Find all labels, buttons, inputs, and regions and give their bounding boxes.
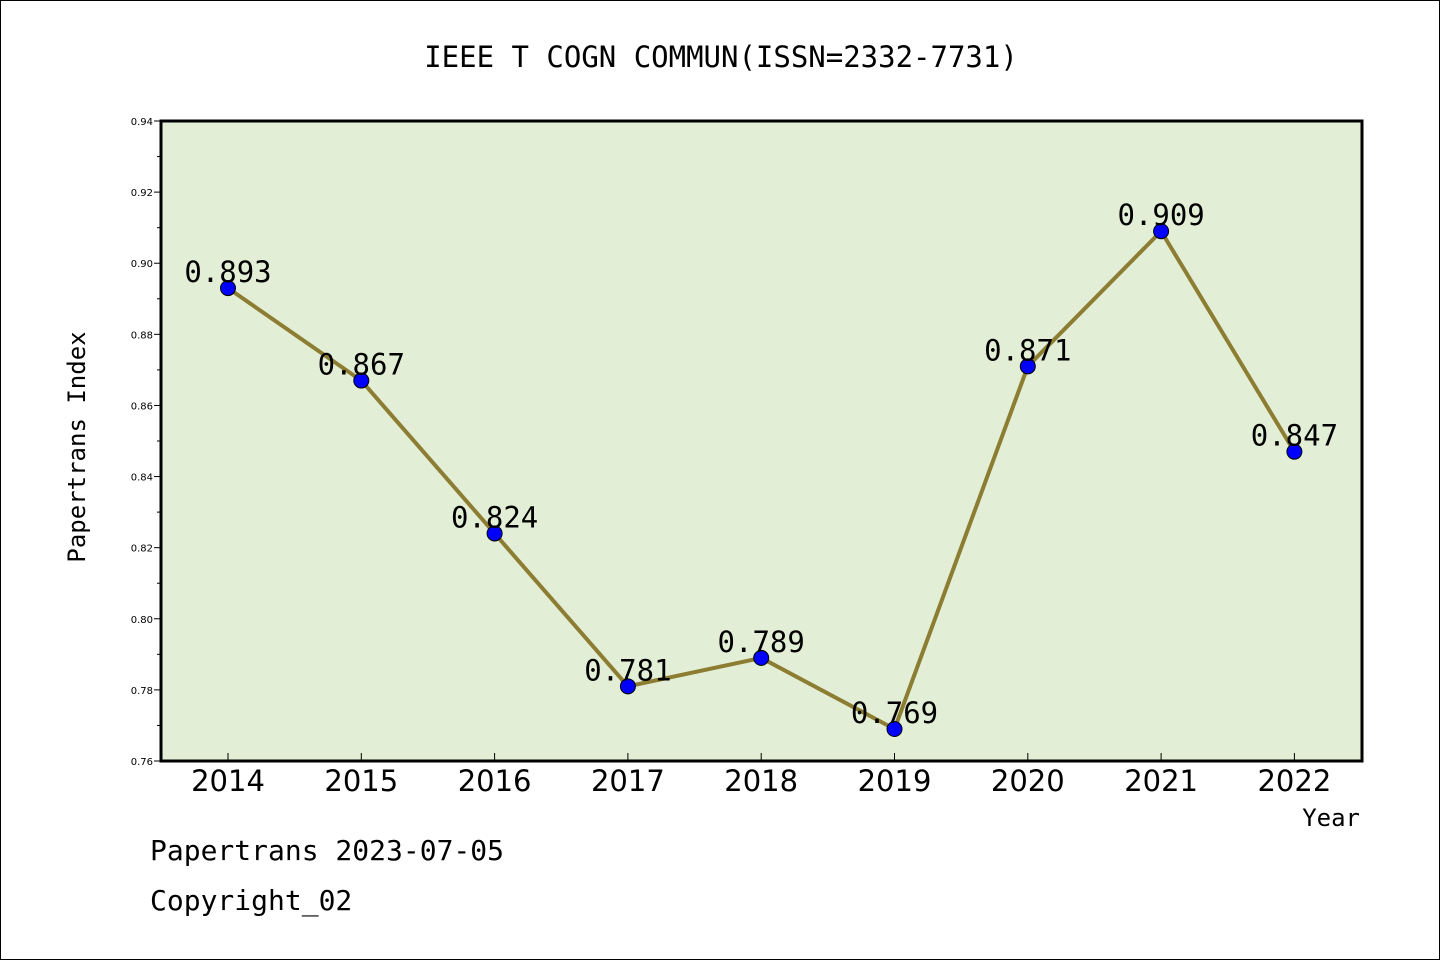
data-label: 0.867 [318, 348, 405, 382]
x-tick-label: 2018 [724, 764, 798, 798]
data-label: 0.893 [184, 255, 271, 289]
data-label: 0.824 [451, 500, 538, 534]
x-tick-label: 2017 [591, 764, 665, 798]
y-tick-label: 0.92 [131, 188, 153, 199]
data-label: 0.847 [1251, 419, 1338, 453]
data-point [886, 721, 903, 737]
y-axis-label: Papertrans Index [63, 331, 91, 562]
x-tick-label: 2015 [324, 764, 398, 798]
data-point [353, 372, 370, 389]
data-label: 0.789 [718, 625, 805, 659]
data-point [220, 280, 236, 297]
y-tick-label: 0.86 [131, 401, 153, 412]
data-point [486, 525, 503, 542]
x-axis: 2014 2015 2016 2017 2018 2019 2020 2021 2022 [191, 753, 1331, 798]
x-tick-label: 2020 [991, 764, 1065, 798]
x-axis-label: Year [1302, 804, 1360, 832]
data-point [1153, 223, 1170, 240]
chart-title: IEEE T COGN COMMUN(ISSN=2332-7731) [424, 40, 1018, 74]
x-tick-label: 2014 [191, 764, 265, 798]
y-tick-label: 0.94 [131, 117, 153, 128]
data-point [753, 649, 770, 666]
x-tick-label: 2021 [1124, 764, 1198, 798]
data-label: 0.781 [584, 653, 671, 687]
x-tick-label: 2016 [458, 764, 532, 798]
y-tick-label: 0.80 [131, 615, 153, 626]
footer-copyright: Copyright_02 [150, 884, 353, 917]
y-axis: 0.76 0.78 0.80 0.82 0.84 0.86 0.88 0.90 0.92 0.94 [131, 117, 161, 768]
data-markers [220, 223, 1303, 737]
data-label: 0.909 [1117, 198, 1204, 232]
y-tick-label: 0.78 [131, 686, 153, 697]
y-tick-label: 0.82 [131, 544, 153, 555]
data-label: 0.769 [851, 696, 938, 730]
data-labels: 0.893 0.867 0.824 0.781 0.789 0.769 0.871 0.909… [184, 198, 1338, 730]
y-tick-label: 0.84 [131, 473, 153, 484]
data-point [619, 678, 636, 695]
data-point [1286, 443, 1303, 460]
x-tick-label: 2022 [1257, 764, 1331, 798]
footer-date: Papertrans 2023-07-05 [150, 834, 505, 867]
y-tick-label: 0.90 [131, 259, 153, 270]
y-tick-label: 0.88 [131, 330, 153, 341]
x-tick-label: 2019 [858, 764, 932, 798]
data-label: 0.871 [984, 333, 1071, 367]
y-tick-label: 0.76 [131, 757, 153, 768]
plot-border [159, 119, 1364, 763]
data-point [1019, 358, 1036, 375]
